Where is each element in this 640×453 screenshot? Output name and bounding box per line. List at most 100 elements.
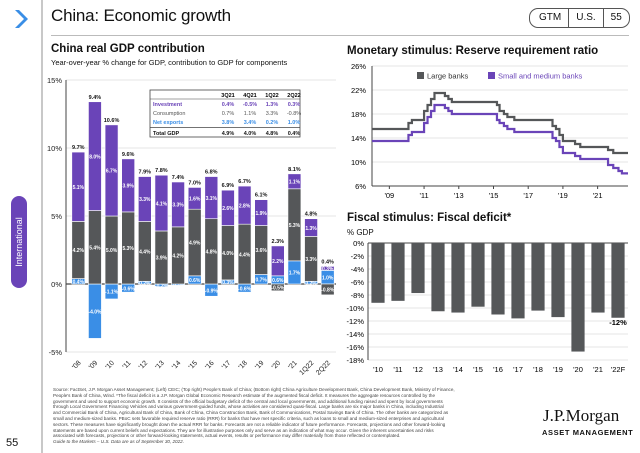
segment-label: 1.1% [289, 180, 301, 186]
line-small-and-medium-banks [372, 103, 628, 175]
x-tick-label: '09 [384, 191, 394, 198]
x-tick-label: '22F [611, 365, 626, 374]
x-tick-label: '16 [204, 360, 215, 371]
bar-segment-investment [171, 181, 185, 228]
table-cell: 0.2% [266, 120, 279, 126]
segment-label: -4.0% [88, 309, 102, 315]
bar-segment-investment [71, 151, 86, 222]
x-tick-label: '18 [238, 360, 249, 371]
gdp-chart-subtitle: Year-over-year % change for GDP, contrib… [51, 58, 288, 67]
y-tick-label: 15% [47, 76, 62, 85]
footnote-line: Source: FactSet, J.P. Morgan Asset Manag… [53, 387, 455, 392]
footnote-line: through Local Government Financing Vehic… [53, 404, 444, 410]
bar-segment-investment [320, 266, 335, 271]
y-tick-label: 26% [351, 62, 366, 71]
table-cell: 4.9% [222, 131, 235, 137]
bar-segment-investment [121, 158, 135, 213]
segment-label: 1.0% [322, 275, 334, 281]
segment-label: 5.0% [106, 248, 118, 254]
table-cell: -0.8% [287, 111, 301, 117]
y-tick-label: -10% [346, 304, 364, 313]
y-tick-label: -16% [346, 343, 364, 352]
segment-label: 1.3% [305, 226, 317, 232]
bar-segment-investment [187, 187, 202, 210]
total-label: 7.0% [188, 180, 201, 186]
segment-label: 3.9% [122, 184, 134, 190]
segment-label: 4.2% [172, 254, 184, 260]
x-tick-label: '16 [493, 365, 503, 374]
bar-segment-investment [304, 218, 318, 237]
segment-label: 3.3% [139, 197, 151, 203]
deficit-bar [591, 243, 605, 313]
segment-label: 4.8% [206, 250, 218, 256]
table-cell: 1.0% [288, 120, 301, 126]
legend-label: Small and medium banks [498, 72, 582, 81]
x-tick-label: '17 [513, 365, 523, 374]
total-label: 0.4% [321, 259, 334, 265]
section-tab-label: International [14, 217, 24, 267]
total-label: 10.6% [104, 118, 120, 124]
bar-segment-investment [204, 176, 219, 220]
gdp-chart-title: China real GDP contribution [51, 43, 205, 55]
footnote-line: sectors. These measures have significant… [53, 421, 446, 427]
deficit-bar [611, 243, 625, 318]
deficit-bar [431, 243, 445, 312]
deficit-unit: % GDP [347, 228, 374, 237]
x-tick-label: '21 [593, 191, 603, 198]
section-tab[interactable]: International [11, 196, 27, 288]
footnote-line: statements are based upon current belief… [53, 427, 434, 433]
segment-label: 4.4% [239, 252, 251, 258]
segment-label: 5.4% [89, 245, 101, 251]
bar-segment-consumption [271, 283, 285, 292]
deficit-annotation: -12% [609, 318, 627, 327]
segment-label: -0.9% [205, 288, 219, 294]
table-row-label: Consumption [153, 111, 185, 117]
gdp-contribution-chart: 15% 10% 5% 0% -5% 0.4% 4.2% 5.1% 9.7% '08 -4.0% 5.4… [47, 76, 336, 377]
segment-label: 5.1% [73, 185, 85, 191]
y-tick-label: -14% [346, 330, 364, 339]
deficit-bar [391, 243, 405, 301]
x-tick-label: '09 [88, 360, 99, 371]
x-tick-label: '20 [573, 365, 583, 374]
x-tick-label: '11 [419, 191, 428, 198]
segment-label: 3.6% [255, 248, 267, 254]
segment-label: 8.0% [89, 154, 101, 160]
footnote-line: People's Bank of China, Wind. *The fisca… [53, 392, 436, 398]
table-cell: 1.1% [244, 111, 257, 117]
bar-segment-investment [104, 124, 119, 217]
jpmorgan-logo: J.P.Morgan [543, 406, 620, 425]
table-cell: 0.7% [222, 111, 235, 117]
x-tick-label: '15 [188, 360, 199, 371]
segment-label: 0.6% [189, 278, 201, 284]
total-label: 9.7% [72, 145, 85, 151]
asset-management-label: ASSET MANAGEMENT [542, 428, 634, 437]
x-tick-label: '19 [553, 365, 563, 374]
segment-label: 4.0% [222, 251, 234, 257]
deficit-bar [371, 243, 385, 303]
segment-label: 0.3% [222, 280, 234, 286]
y-tick-label: 22% [351, 86, 366, 95]
y-tick-label: -5% [49, 348, 63, 357]
x-tick-label: '10 [373, 365, 383, 374]
total-label: 6.7% [238, 179, 251, 185]
segment-label: 6.7% [106, 169, 118, 175]
total-label: 6.9% [222, 183, 235, 189]
x-tick-label: '12 [413, 365, 423, 374]
bar-segment-investment [154, 174, 169, 232]
x-tick-label: '17 [221, 360, 232, 371]
table-cell: 0.4% [288, 131, 301, 137]
segment-label: -1.1% [105, 290, 119, 296]
segment-label: 3.3% [172, 203, 184, 209]
total-label: 7.4% [172, 175, 185, 181]
x-tick-label: '17 [523, 191, 533, 198]
total-label: 7.9% [139, 170, 152, 176]
y-tick-label: -2% [351, 252, 365, 261]
x-tick-label: '08 [71, 360, 82, 371]
footnote-line: and Commercial Bank of China, Agricultur… [53, 410, 449, 416]
segment-label: 3.1% [206, 196, 218, 202]
table-cell: 4.0% [244, 131, 257, 137]
x-tick-label: '12 [138, 360, 149, 371]
y-tick-label: 6% [355, 182, 366, 191]
segment-label: 3.3% [305, 257, 317, 263]
table-row-label: Investment [153, 102, 182, 108]
